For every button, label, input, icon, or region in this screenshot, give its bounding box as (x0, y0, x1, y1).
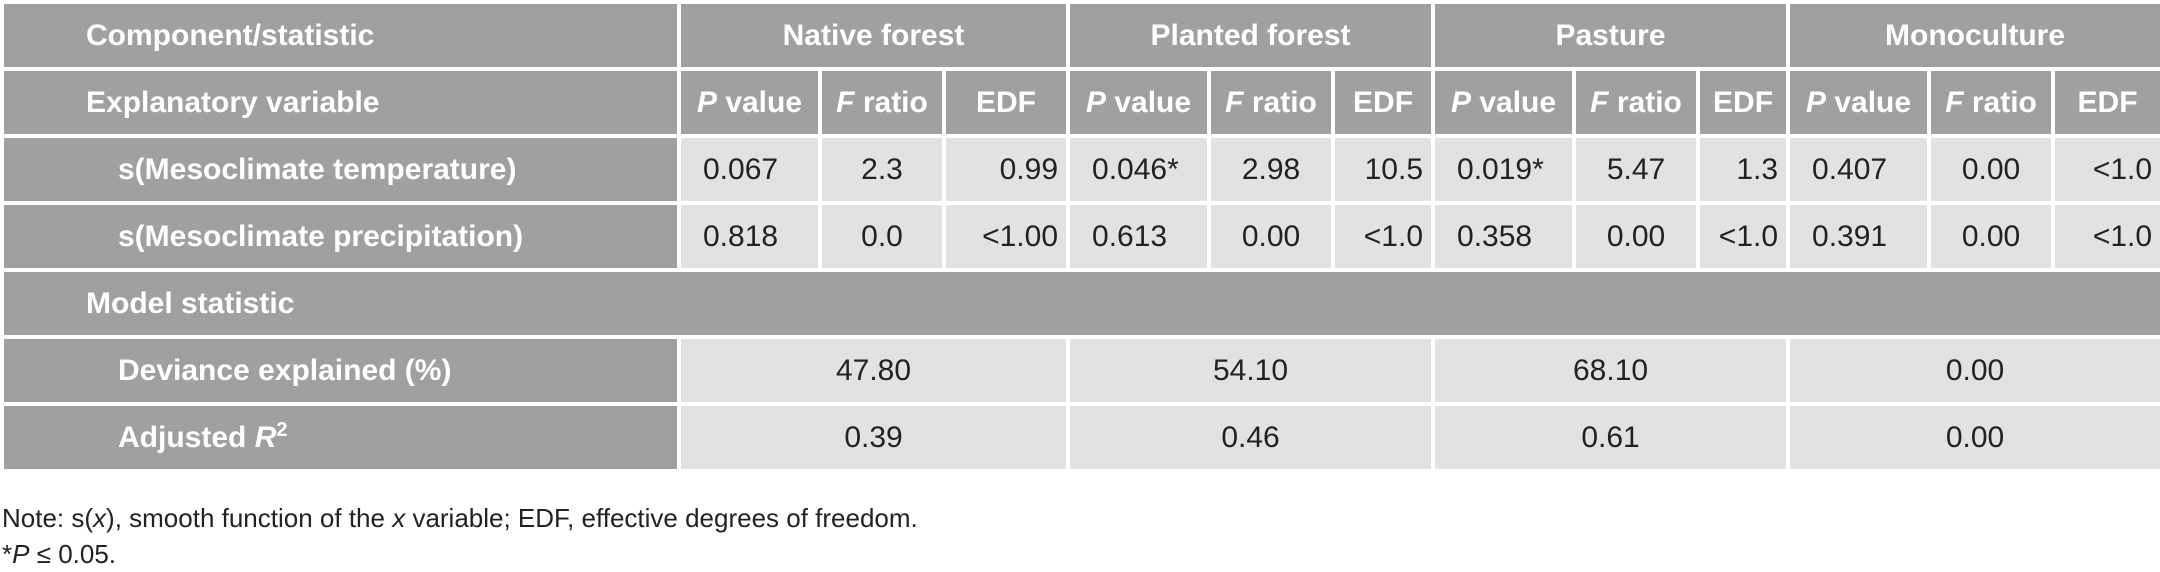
table-row: s(Mesoclimate temperature) 0.067 2.3 0.9… (0, 134, 2160, 205)
r-squared-cell: 0.46 (1066, 402, 1436, 473)
edf-cell: <1.0 (2051, 201, 2160, 272)
p-symbol: P (1805, 85, 1826, 119)
explanatory-variable-header: Explanatory variable (0, 67, 681, 138)
f-symbol: F (836, 85, 855, 119)
p-value-suffix: value (725, 85, 803, 119)
r-superscript: 2 (276, 418, 288, 441)
p-value-cell: 0.818 (677, 201, 822, 272)
table-notes: Note: s(x), smooth function of the x var… (2, 500, 918, 572)
p-value-suffix: value (1834, 85, 1912, 119)
table-row: s(Mesoclimate precipitation) 0.818 0.0 <… (0, 201, 2160, 272)
edf-cell: <1.0 (1331, 201, 1436, 272)
p-value-header: P value (677, 67, 822, 138)
row-label: s(Mesoclimate precipitation) (0, 201, 681, 272)
edf-cell: 1.3 (1696, 134, 1791, 205)
p-value-header: P value (1786, 67, 1932, 138)
edf-header: EDF (1696, 67, 1791, 138)
edf-cell: <1.0 (1696, 201, 1791, 272)
row-label: Adjusted R2 (0, 402, 681, 473)
r-squared-cell: 0.00 (1786, 402, 2160, 473)
adjusted-label: Adjusted (118, 420, 247, 454)
f-ratio-cell: 2.98 (1207, 134, 1336, 205)
p-value-cell: 0.407 (1786, 134, 1932, 205)
edf-cell: 10.5 (1331, 134, 1436, 205)
p-value-cell: 0.046* (1066, 134, 1212, 205)
component-header: Component/statistic (0, 0, 681, 71)
row-label: Deviance explained (%) (0, 335, 681, 406)
p-symbol: P (1085, 85, 1106, 119)
p-value-cell: 0.067 (677, 134, 822, 205)
p-value-cell: 0.613 (1066, 201, 1212, 272)
r-squared-cell: 0.61 (1431, 402, 1791, 473)
note-text: ≤ 0.05. (36, 539, 117, 569)
deviance-cell: 68.10 (1431, 335, 1791, 406)
edf-cell: 0.99 (941, 134, 1071, 205)
group-header-native-forest: Native forest (676, 0, 1071, 71)
f-symbol: F (1945, 85, 1964, 119)
f-ratio-header: F ratio (1572, 67, 1701, 138)
f-ratio-cell: 0.00 (1572, 201, 1701, 272)
edf-header: EDF (941, 67, 1071, 138)
note-text: Note: s( (2, 503, 94, 533)
group-header-monoculture: Monoculture (1786, 0, 2160, 71)
note-p-var: P (12, 539, 30, 569)
f-ratio-suffix: ratio (1616, 85, 1682, 119)
f-ratio-header: F ratio (1927, 67, 2056, 138)
row-label: s(Mesoclimate temperature) (0, 134, 681, 205)
f-ratio-cell: 0.00 (1927, 201, 2056, 272)
f-symbol: F (1225, 85, 1244, 119)
p-value-suffix: value (1114, 85, 1192, 119)
f-ratio-header: F ratio (818, 67, 946, 138)
f-ratio-cell: 0.0 (818, 201, 946, 272)
note-text: variable; EDF, effective degrees of free… (412, 503, 918, 533)
f-ratio-cell: 0.00 (1927, 134, 2056, 205)
note-x-var: x (93, 503, 107, 533)
r-symbol: R (254, 420, 277, 454)
f-ratio-cell: 2.3 (818, 134, 946, 205)
note-line-2: *P ≤ 0.05. (2, 536, 918, 572)
edf-cell: <1.0 (2051, 134, 2160, 205)
model-statistic-row: Model statistic (0, 268, 2160, 339)
f-ratio-suffix: ratio (1251, 85, 1317, 119)
p-value-cell: 0.391 (1786, 201, 1932, 272)
model-statistic-header: Model statistic (0, 268, 2160, 339)
deviance-cell: 0.00 (1786, 335, 2160, 406)
f-ratio-header: F ratio (1207, 67, 1336, 138)
deviance-cell: 54.10 (1066, 335, 1436, 406)
group-header-row: Component/statistic Native forest Plante… (0, 0, 2160, 71)
note-line-1: Note: s(x), smooth function of the x var… (2, 500, 918, 536)
f-ratio-cell: 5.47 (1572, 134, 1701, 205)
f-ratio-suffix: ratio (1971, 85, 2037, 119)
edf-header: EDF (1331, 67, 1436, 138)
group-header-pasture: Pasture (1431, 0, 1791, 71)
results-table: Component/statistic Native forest Plante… (0, 0, 2160, 473)
p-symbol: P (1450, 85, 1471, 119)
p-value-suffix: value (1479, 85, 1557, 119)
table-row: Deviance explained (%) 47.80 54.10 68.10… (0, 335, 2160, 406)
r-squared-cell: 0.39 (676, 402, 1071, 473)
p-value-cell: 0.019* (1431, 134, 1577, 205)
edf-cell: <1.00 (941, 201, 1071, 272)
p-value-header: P value (1431, 67, 1577, 138)
f-ratio-suffix: ratio (862, 85, 928, 119)
f-symbol: F (1590, 85, 1609, 119)
subheader-row: Explanatory variable P value F ratio EDF… (0, 67, 2160, 138)
p-value-cell: 0.358 (1431, 201, 1577, 272)
p-value-header: P value (1066, 67, 1212, 138)
deviance-cell: 47.80 (676, 335, 1071, 406)
note-asterisk: * (2, 539, 13, 569)
p-symbol: P (696, 85, 717, 119)
note-x-var: x (392, 503, 406, 533)
f-ratio-cell: 0.00 (1207, 201, 1336, 272)
table-row: Adjusted R2 0.39 0.46 0.61 0.00 (0, 402, 2160, 473)
edf-header: EDF (2051, 67, 2160, 138)
note-text: ), smooth function of the (106, 503, 385, 533)
group-header-planted-forest: Planted forest (1066, 0, 1436, 71)
